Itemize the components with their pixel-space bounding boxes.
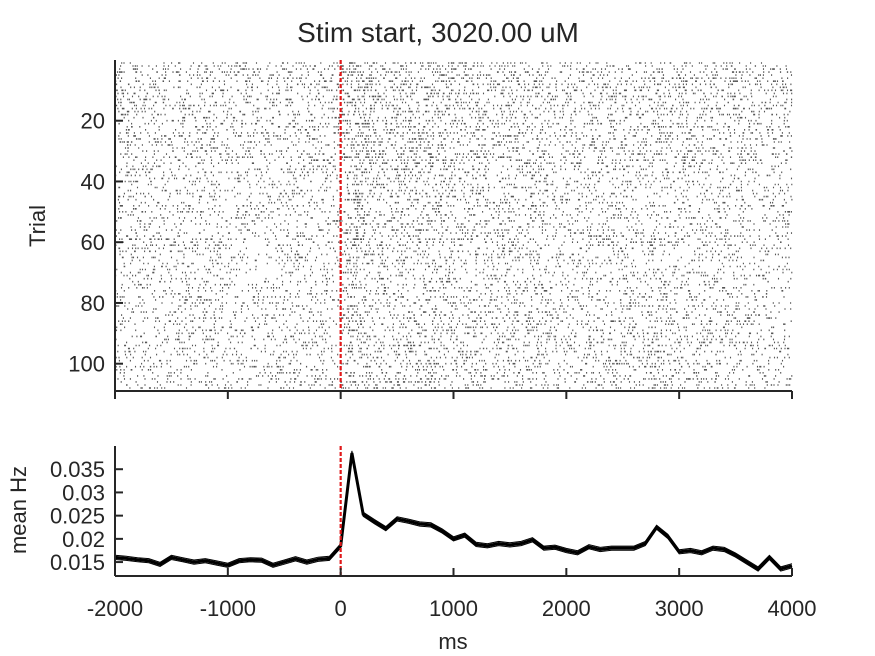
psth-panel: -2000 -1000 0 1000 2000 3000 4000 0.0150.020.02… <box>6 446 816 654</box>
spike-ticks <box>114 62 793 389</box>
raster-y-tick-label: 40 <box>81 169 105 194</box>
raster-y-tick-label: 100 <box>68 352 105 377</box>
psth-x-tick-label: -2000 <box>87 596 143 621</box>
psth-x-tick-label: 3000 <box>655 596 704 621</box>
psth-y-tick-label: 0.03 <box>62 480 105 505</box>
raster-y-tick-label: 80 <box>81 291 105 316</box>
raster-axes: 20 40 60 80 100 <box>68 60 793 399</box>
psth-mean-line <box>114 452 793 571</box>
psth-y-tick-label: 0.02 <box>62 527 105 552</box>
psth-axes: -2000 -1000 0 1000 2000 3000 4000 0.0150.020.02… <box>50 446 817 621</box>
psth-lower-bound <box>114 455 793 572</box>
psth-x-tick-label: 2000 <box>542 596 591 621</box>
raster-ylabel: Trial <box>25 205 50 247</box>
psth-ylabel: mean Hz <box>6 466 31 554</box>
psth-y-tick-label: 0.035 <box>50 457 105 482</box>
psth-x-tick-label: 4000 <box>768 596 817 621</box>
raster-y-tick-label: 20 <box>81 109 105 134</box>
raster-y-tick-label: 60 <box>81 230 105 255</box>
psth-x-tick-label: 0 <box>335 596 347 621</box>
raster-spikes <box>114 62 793 389</box>
psth-y-tick-label: 0.015 <box>50 550 105 575</box>
raster-panel: Stim start, 3020.00 uM 20 40 60 80 100 Trial <box>25 17 793 399</box>
psth-x-tick-label: -1000 <box>200 596 256 621</box>
raster-title: Stim start, 3020.00 uM <box>297 17 579 48</box>
psth-y-tick-label: 0.025 <box>50 504 105 529</box>
psth-x-tick-label: 1000 <box>429 596 478 621</box>
psth-xlabel: ms <box>438 629 467 654</box>
